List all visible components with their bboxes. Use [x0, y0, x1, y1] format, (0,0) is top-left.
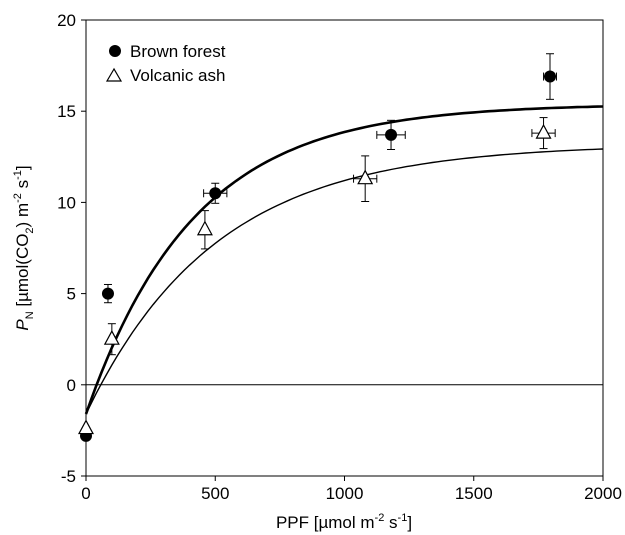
- y-tick-label: -5: [61, 467, 76, 486]
- x-tick-label: 1000: [326, 484, 364, 503]
- point-volcanic-ash: [357, 169, 374, 185]
- point-volcanic-ash: [103, 329, 120, 345]
- point-volcanic-ash: [196, 220, 213, 236]
- legend: Brown forest Volcanic ash: [105, 42, 226, 85]
- legend-label-volcanic-ash: Volcanic ash: [130, 66, 225, 85]
- x-tick-label: 500: [201, 484, 229, 503]
- plot-area: [85, 19, 604, 477]
- y-tick-label: 15: [57, 102, 76, 121]
- point-brown-forest: [385, 128, 398, 141]
- x-tick-label: 0: [81, 484, 90, 503]
- fitted-curve-volcanic-ash: [85, 148, 604, 415]
- y-tick-label: 20: [57, 11, 76, 30]
- x-tick-label: 2000: [584, 484, 622, 503]
- legend-marker-brown-forest: [109, 45, 121, 57]
- point-volcanic-ash: [535, 123, 552, 139]
- point-brown-forest: [209, 187, 222, 200]
- fitted-curves: [84, 105, 604, 415]
- data-markers: [77, 70, 557, 442]
- fitted-curve-brown-forest: [84, 105, 604, 415]
- y-tick-label: 5: [67, 285, 76, 304]
- point-volcanic-ash: [77, 419, 95, 435]
- point-brown-forest: [101, 287, 114, 300]
- point-brown-forest: [544, 70, 557, 83]
- x-axis-ticks: 0 500 1000 1500 2000: [81, 476, 622, 503]
- y-tick-label: 0: [67, 376, 76, 395]
- y-axis-ticks: -5 0 5 10 15 20: [57, 11, 86, 486]
- legend-marker-volcanic-ash: [105, 67, 123, 82]
- y-axis-title: PN [µmol(CO2) m-2 s-1]: [12, 165, 36, 330]
- y-tick-label: 10: [57, 193, 76, 212]
- x-axis-title: PPF [µmol m-2 s-1]: [276, 512, 412, 532]
- legend-label-brown-forest: Brown forest: [130, 42, 226, 61]
- x-tick-label: 1500: [455, 484, 493, 503]
